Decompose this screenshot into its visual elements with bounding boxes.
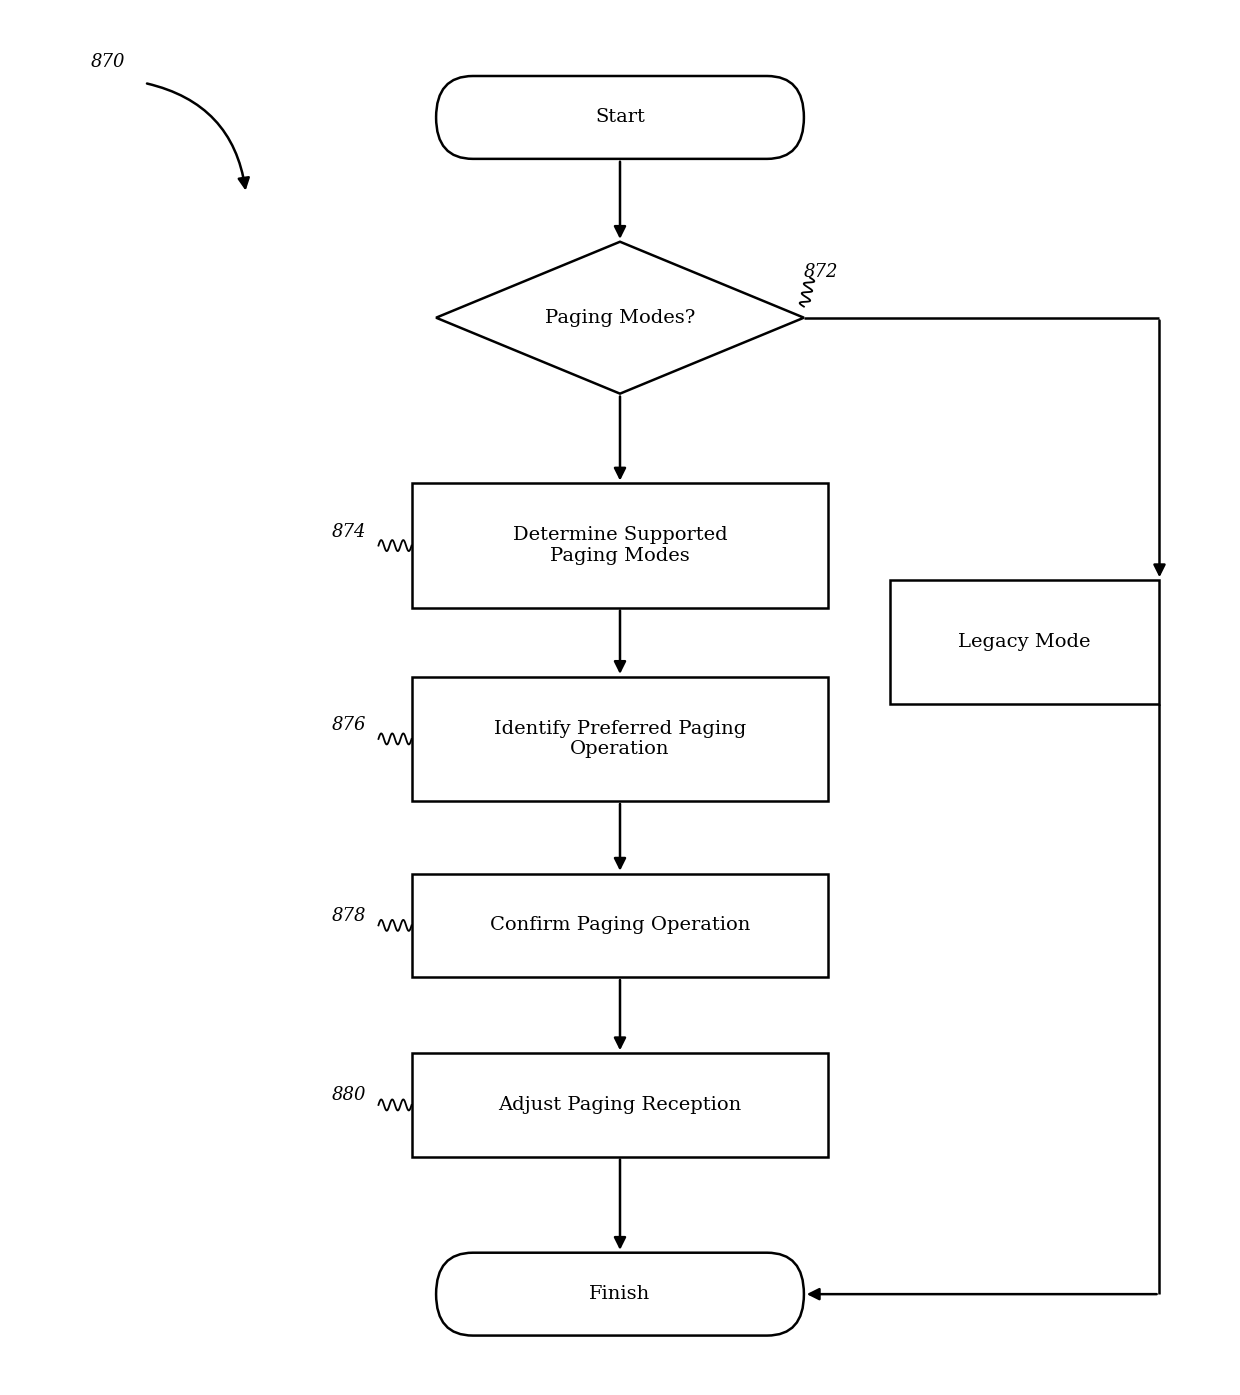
- Text: 880: 880: [332, 1087, 366, 1105]
- Text: Adjust Paging Reception: Adjust Paging Reception: [498, 1096, 742, 1115]
- Text: 872: 872: [804, 264, 838, 282]
- Bar: [412, 1053, 828, 1156]
- Bar: [412, 873, 828, 976]
- FancyBboxPatch shape: [436, 75, 804, 159]
- Text: 874: 874: [332, 523, 366, 541]
- Text: Confirm Paging Operation: Confirm Paging Operation: [490, 917, 750, 935]
- Bar: [412, 677, 828, 801]
- Bar: [890, 580, 1159, 704]
- Text: Determine Supported
Paging Modes: Determine Supported Paging Modes: [512, 526, 728, 565]
- Text: Legacy Mode: Legacy Mode: [959, 633, 1091, 651]
- Bar: [412, 484, 828, 608]
- FancyBboxPatch shape: [436, 1253, 804, 1335]
- Text: Start: Start: [595, 109, 645, 127]
- Text: Finish: Finish: [589, 1285, 651, 1303]
- Text: 878: 878: [332, 907, 366, 925]
- Text: 870: 870: [91, 53, 125, 71]
- Polygon shape: [436, 241, 804, 393]
- Text: Paging Modes?: Paging Modes?: [544, 308, 696, 326]
- Text: Identify Preferred Paging
Operation: Identify Preferred Paging Operation: [494, 720, 746, 759]
- Text: 876: 876: [332, 716, 366, 734]
